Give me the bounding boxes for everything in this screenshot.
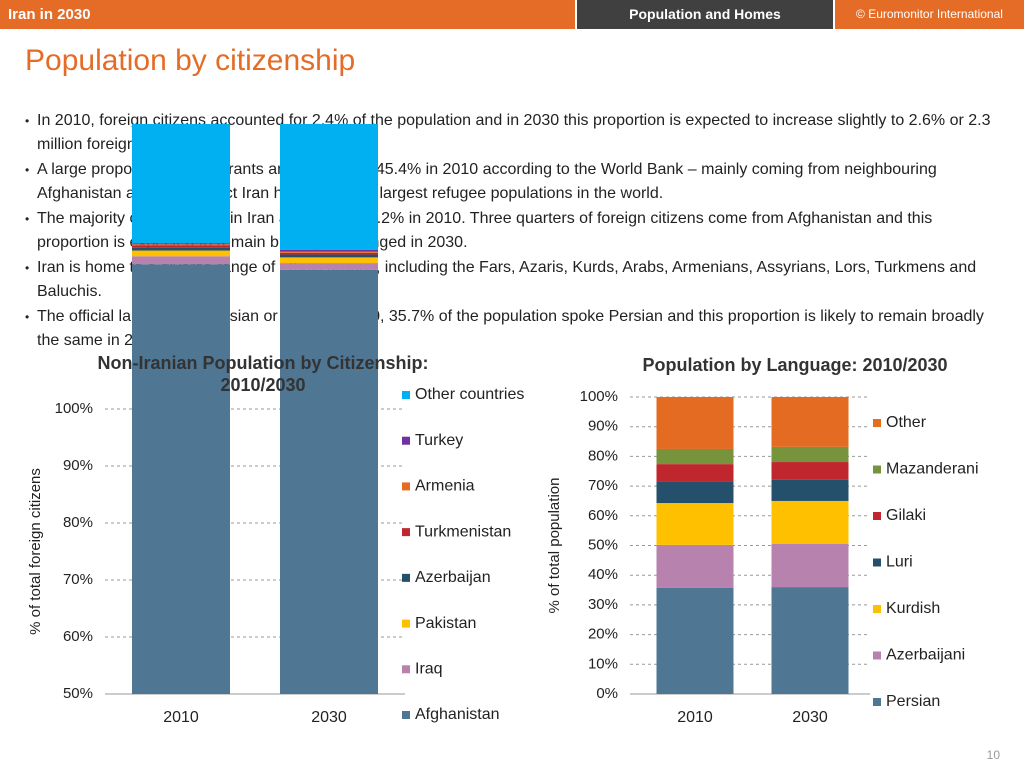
x-tick-label: 2010 (163, 709, 199, 726)
header-title: Iran in 2030 (0, 0, 575, 29)
bar-segment (771, 397, 849, 447)
y-tick-label: 10% (588, 655, 618, 672)
legend-label: Armenia (415, 478, 475, 495)
bar-segment (280, 254, 378, 258)
y-tick-label: 70% (63, 571, 93, 588)
legend-label: Gilaki (886, 507, 926, 524)
legend-swatch (402, 665, 410, 674)
bar-segment (132, 250, 230, 257)
slide-title: Population by citizenship (25, 44, 356, 77)
bar-segment (656, 481, 734, 504)
bar-segment (132, 247, 230, 251)
legend-swatch (873, 698, 881, 706)
legend-swatch (873, 558, 881, 567)
bullet: Iran is home to a diverse range of ethni… (22, 256, 997, 304)
header-copyright: © Euromonitor International (835, 0, 1024, 29)
chart-title: Non-Iranian Population by Citizenship: 2… (97, 353, 429, 395)
legend-label: Mazanderani (886, 461, 979, 478)
legend-label: Turkmenistan (415, 523, 511, 540)
y-tick-label: 90% (63, 457, 93, 474)
legend-label: Other (886, 414, 927, 431)
bar-segment (656, 503, 734, 545)
legend-label: Persian (886, 693, 940, 710)
bar-segment (132, 256, 230, 265)
legend-label: Azerbaijani (886, 647, 965, 664)
y-tick-label: 0% (596, 685, 618, 702)
legend-swatch (402, 619, 410, 628)
header-section: Population and Homes (577, 0, 833, 29)
bar-segment (771, 446, 849, 463)
y-tick-label: 50% (588, 536, 618, 553)
bar-segment (132, 124, 230, 244)
y-tick-label: 80% (63, 514, 93, 531)
bar-segment (771, 500, 849, 545)
x-tick-label: 2030 (311, 709, 347, 726)
legend-label: Iraq (415, 661, 443, 678)
legend-swatch (873, 605, 881, 613)
legend-swatch (402, 528, 410, 537)
y-tick-label: 60% (588, 507, 618, 524)
y-tick-label: 90% (588, 418, 618, 435)
legend-label: Pakistan (415, 615, 476, 632)
legend-swatch (402, 436, 410, 445)
legend-swatch (402, 573, 410, 582)
legend-swatch (873, 651, 881, 660)
y-tick-label: 20% (588, 626, 618, 643)
legend-label: Kurdish (886, 600, 940, 617)
bar-segment (771, 462, 849, 480)
y-tick-label: 80% (588, 447, 618, 464)
bar-segment (656, 397, 734, 449)
y-tick-label: 70% (588, 477, 618, 494)
bar-segment (771, 544, 849, 588)
bar-segment (132, 264, 230, 694)
bar-segment (771, 479, 849, 501)
legend-swatch (402, 711, 410, 719)
y-axis-title: % of total population (546, 478, 563, 614)
y-tick-label: 100% (55, 400, 93, 417)
y-tick-label: 40% (588, 566, 618, 583)
legend-label: Afghanistan (415, 706, 500, 723)
bar-segment (656, 544, 734, 588)
bar-segment (132, 243, 230, 245)
legend-swatch (402, 391, 410, 399)
y-tick-label: 60% (63, 628, 93, 645)
bar-segment (280, 124, 378, 250)
legend-swatch (873, 419, 881, 427)
bar-segment (280, 252, 378, 255)
y-tick-label: 100% (580, 388, 618, 405)
bar-segment (280, 269, 378, 694)
legend-label: Other countries (415, 386, 524, 403)
bar-segment (771, 587, 849, 694)
bar-segment (280, 251, 378, 253)
legend-label: Luri (886, 554, 913, 571)
bar-segment (280, 263, 378, 270)
bar-segment (656, 587, 734, 694)
bar-segment (280, 249, 378, 252)
bar-segment (132, 245, 230, 248)
bar-segment (656, 448, 734, 465)
x-tick-label: 2010 (677, 709, 713, 726)
y-axis-title: % of total foreign citizens (27, 468, 44, 635)
chart-title: Population by Language: 2010/2030 (642, 355, 948, 375)
legend-label: Azerbaijan (415, 569, 491, 586)
legend-swatch (873, 465, 881, 474)
x-tick-label: 2030 (792, 709, 828, 726)
legend-swatch (873, 512, 881, 520)
bar-segment (280, 257, 378, 264)
bar-segment (132, 244, 230, 246)
legend-swatch (402, 482, 410, 491)
page-number: 10 (986, 748, 1000, 762)
y-tick-label: 50% (63, 685, 93, 702)
legend-label: Turkey (415, 432, 463, 449)
bar-segment (656, 464, 734, 482)
y-tick-label: 30% (588, 596, 618, 613)
